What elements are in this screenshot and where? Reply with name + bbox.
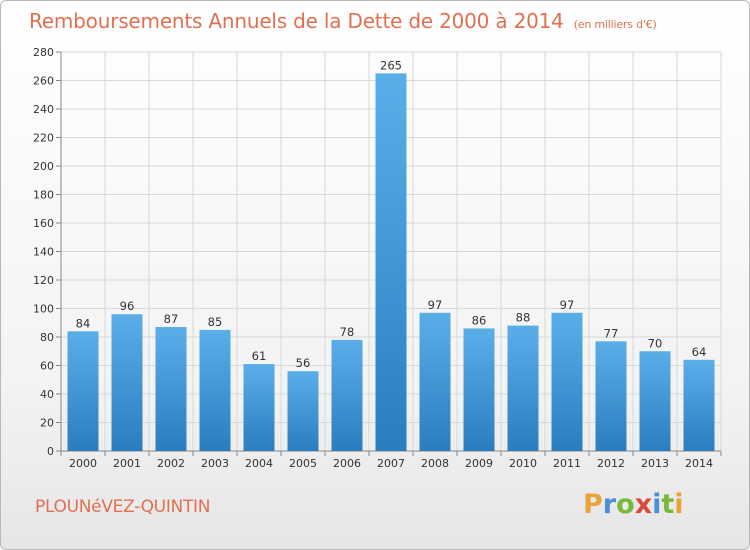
y-tick-label: 0 (47, 445, 54, 458)
y-tick-label: 260 (33, 75, 54, 88)
x-tick-label: 2004 (245, 457, 273, 470)
y-tick-label: 280 (33, 46, 54, 59)
y-tick-label: 220 (33, 132, 54, 145)
data-label: 87 (164, 312, 179, 326)
data-label: 64 (692, 345, 707, 359)
data-label: 70 (648, 336, 663, 350)
x-tick-label: 2002 (157, 457, 185, 470)
bar (199, 329, 231, 451)
data-label: 61 (252, 349, 267, 363)
y-tick-label: 140 (33, 246, 54, 259)
data-label: 88 (516, 311, 531, 325)
logo-letter: i (652, 489, 662, 520)
chart-title: Remboursements Annuels de la Dette de 20… (29, 9, 657, 33)
x-tick-label: 2012 (597, 457, 625, 470)
x-tick-label: 2000 (69, 457, 97, 470)
x-tick-label: 2009 (465, 457, 493, 470)
bars (67, 73, 715, 451)
data-label: 85 (208, 315, 223, 329)
y-tick-label: 40 (40, 388, 54, 401)
x-tick-label: 2013 (641, 457, 669, 470)
bar (155, 327, 187, 451)
data-label: 77 (604, 326, 619, 340)
bar (683, 359, 715, 451)
commune-name: PLOUNéVEZ-QUINTIN (35, 497, 211, 517)
y-tick-label: 160 (33, 217, 54, 230)
logo-letter: t (661, 489, 675, 520)
data-label: 265 (380, 58, 402, 72)
y-tick-label: 180 (33, 189, 54, 202)
data-label: 86 (472, 313, 487, 327)
value-labels: 84 96 87 85 61 56 78 265 97 86 88 97 77 70 64 (76, 58, 707, 370)
logo-letter: r (602, 489, 617, 520)
bar (639, 351, 671, 451)
x-tick-label: 2003 (201, 457, 229, 470)
x-tick-label: 2001 (113, 457, 141, 470)
bar (375, 73, 407, 451)
y-tick-label: 60 (40, 360, 54, 373)
x-tick-label: 2008 (421, 457, 449, 470)
title-unit: (en milliers d'€) (573, 18, 657, 31)
logo-letter: P (583, 489, 603, 520)
x-tick-label: 2011 (553, 457, 581, 470)
bar (551, 312, 583, 451)
x-tick-label: 2005 (289, 457, 317, 470)
bar (419, 312, 451, 451)
y-tick-label: 240 (33, 103, 54, 116)
bar (595, 341, 627, 451)
data-label: 78 (340, 325, 355, 339)
data-label: 96 (120, 299, 135, 313)
data-label: 97 (428, 298, 443, 312)
y-tick-label: 80 (40, 331, 54, 344)
logo-letter: x (634, 489, 653, 520)
x-tick-label: 2014 (685, 457, 713, 470)
tick-labels: 0 20 40 60 80 100 120 140 160 180 200 220 240 260 280 2… (33, 46, 713, 470)
y-tick-label: 120 (33, 274, 54, 287)
bar (507, 325, 539, 451)
bar (331, 339, 363, 451)
bar (111, 314, 143, 451)
x-tick-label: 2010 (509, 457, 537, 470)
bar (287, 371, 319, 451)
bar (243, 364, 275, 451)
title-text: Remboursements Annuels de la Dette de 20… (29, 9, 564, 33)
proxiti-logo: Proxiti (583, 489, 684, 520)
y-tick-label: 20 (40, 417, 54, 430)
logo-letter: o (616, 489, 635, 520)
y-tick-label: 200 (33, 160, 54, 173)
x-tick-label: 2006 (333, 457, 361, 470)
logo-letter: i (674, 489, 684, 520)
bar (463, 328, 495, 451)
x-tick-label: 2007 (377, 457, 405, 470)
data-label: 56 (296, 356, 311, 370)
data-label: 97 (560, 298, 575, 312)
bar (67, 331, 99, 451)
y-tick-label: 100 (33, 303, 54, 316)
data-label: 84 (76, 316, 91, 330)
